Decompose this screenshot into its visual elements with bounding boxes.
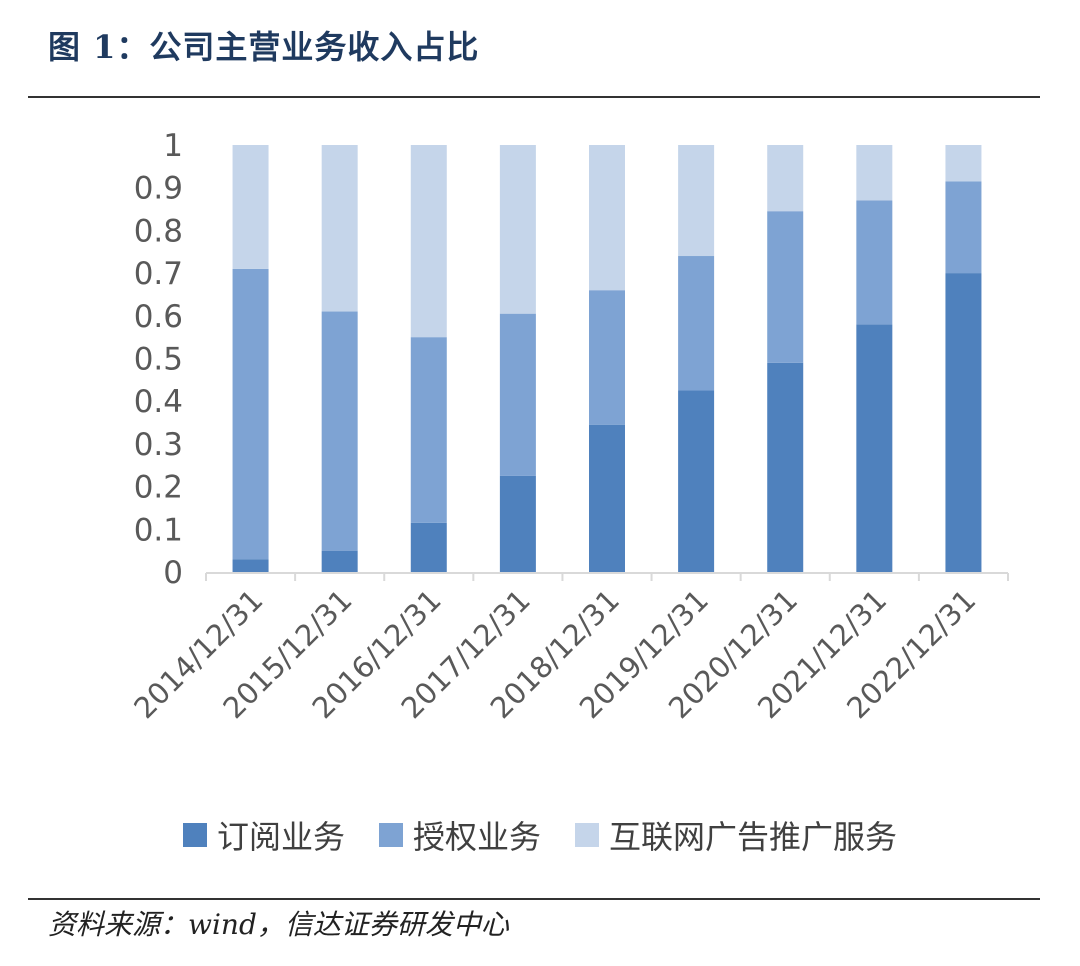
- bar-segment-1: [678, 390, 715, 572]
- bar-group: [232, 145, 982, 572]
- legend-item: 互联网广告推广服务: [575, 812, 897, 858]
- bar-segment-2: [232, 268, 269, 560]
- bar-segment-3: [589, 145, 625, 291]
- bar-segment-1: [410, 522, 447, 572]
- y-tick-label: 0.2: [134, 470, 183, 506]
- y-tick-label: 0.5: [134, 342, 183, 378]
- legend-item: 授权业务: [378, 812, 541, 858]
- bar-segment-2: [767, 211, 804, 363]
- bar-segment-2: [589, 290, 625, 425]
- x-axis-tickmarks: [205, 573, 1009, 581]
- top-divider: [28, 96, 1040, 98]
- bar-segment-3: [232, 145, 269, 269]
- bar-segment-2: [678, 256, 715, 391]
- bar-segment-3: [499, 145, 536, 314]
- bar-segment-1: [945, 273, 982, 572]
- legend-label: 互联网广告推广服务: [609, 818, 898, 856]
- bar-segment-1: [589, 424, 625, 572]
- y-tick-label: 0.7: [134, 256, 183, 292]
- bar-segment-3: [410, 145, 447, 338]
- bar-segment-3: [856, 145, 893, 201]
- legend-swatch: [575, 823, 599, 847]
- y-tick-label: 0.1: [134, 512, 183, 548]
- source-note: 资料来源：wind，信达证券研发中心: [48, 908, 509, 941]
- legend-swatch: [378, 823, 403, 847]
- y-tick-label: 0.8: [134, 213, 183, 249]
- bar-segment-1: [499, 475, 536, 572]
- bar-segment-1: [767, 362, 804, 572]
- y-tick-label: 0.3: [134, 427, 183, 463]
- y-tick-label: 0.4: [134, 384, 183, 420]
- bar-segment-1: [232, 559, 269, 572]
- bar-segment-2: [410, 337, 447, 523]
- bar-segment-2: [321, 311, 358, 551]
- bar-segment-2: [945, 181, 982, 274]
- legend-swatch: [182, 823, 207, 847]
- y-axis-ticks: 0 0.1 0.2 0.3 0.4 0.5 0.6 0.7 0.8 0.9 1: [134, 128, 183, 591]
- legend-label: 授权业务: [412, 818, 541, 856]
- bottom-divider: [28, 898, 1040, 900]
- bar-segment-3: [678, 145, 715, 257]
- y-tick-label: 0: [163, 555, 183, 591]
- page-title: 图 1：公司主营业务收入占比: [48, 28, 480, 66]
- legend-label: 订阅业务: [216, 818, 345, 856]
- bar-segment-2: [499, 313, 536, 476]
- stacked-bar-chart: 0 0.1 0.2 0.3 0.4 0.5 0.6 0.7 0.8 0.9 1 2014/12/31…: [127, 128, 1009, 725]
- y-tick-label: 0.6: [134, 299, 183, 335]
- bar-segment-3: [767, 145, 804, 212]
- bar-segment-2: [856, 200, 893, 325]
- x-axis-labels: 2014/12/312015/12/312016/12/312017/12/31…: [127, 583, 982, 725]
- y-tick-label: 0.9: [134, 171, 183, 207]
- legend-item: 订阅业务: [182, 812, 345, 858]
- bar-segment-1: [856, 324, 893, 572]
- bar-segment-1: [321, 550, 358, 572]
- bar-segment-3: [321, 145, 358, 312]
- y-tick-label: 1: [163, 128, 183, 164]
- legend: 订阅业务 授权业务 互联网广告推广服务: [0, 812, 1080, 858]
- bar-segment-3: [945, 145, 982, 182]
